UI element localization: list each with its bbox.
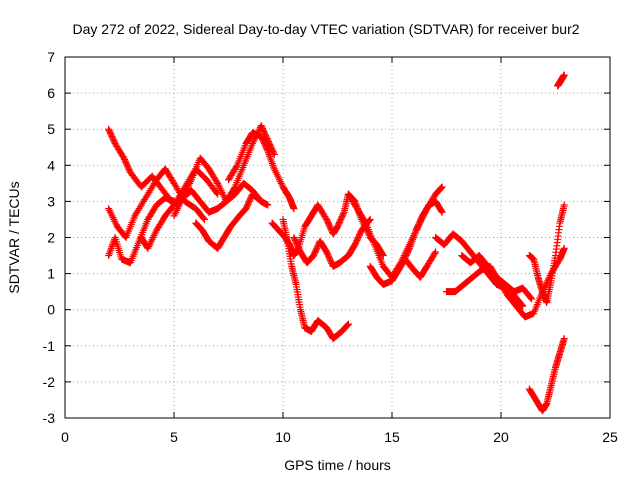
data-point — [560, 201, 568, 209]
satellite-track-5 — [170, 122, 278, 220]
data-points — [105, 71, 568, 415]
y-tick-label: 4 — [47, 157, 55, 173]
satellite-track-19 — [554, 71, 568, 90]
y-tick-label: 2 — [47, 230, 55, 246]
data-point — [437, 184, 445, 192]
y-tick-label: -2 — [43, 374, 56, 390]
x-tick-label: 0 — [61, 429, 69, 445]
data-point — [432, 248, 440, 256]
x-tick-label: 20 — [493, 429, 509, 445]
x-tick-label: 5 — [170, 429, 178, 445]
y-axis-label: SDTVAR / TECUs — [6, 181, 22, 293]
data-point — [437, 207, 445, 215]
x-tick-label: 25 — [602, 429, 618, 445]
satellite-track-18 — [525, 335, 568, 415]
data-point — [438, 183, 446, 191]
y-tick-label: 0 — [47, 302, 55, 318]
satellite-track-17 — [525, 201, 568, 306]
data-point — [560, 335, 568, 343]
data-point — [200, 214, 208, 222]
y-tick-label: 3 — [47, 193, 55, 209]
satellite-track-3 — [105, 194, 178, 267]
data-point — [405, 246, 413, 254]
data-point — [518, 301, 526, 309]
y-tick-label: -1 — [43, 338, 56, 354]
satellite-track-7 — [225, 129, 298, 213]
data-point — [366, 215, 374, 223]
data-point — [344, 320, 352, 328]
satellite-track-13 — [399, 197, 446, 267]
data-point — [263, 145, 271, 153]
chart-title: Day 272 of 2022, Sidereal Day-to-day VTE… — [72, 21, 579, 37]
data-point — [438, 208, 446, 216]
satellite-track-6 — [192, 190, 272, 252]
data-point — [264, 201, 272, 209]
data-point — [431, 249, 439, 257]
x-axis-label: GPS time / hours — [284, 457, 391, 473]
data-point — [344, 321, 352, 329]
y-tick-label: 5 — [47, 121, 55, 137]
x-tick-label: 15 — [384, 429, 400, 445]
data-point — [527, 294, 535, 302]
data-point — [339, 210, 347, 218]
data-point — [290, 205, 298, 213]
axis-ticks: 0 5 10 15 20 25 -3 -2 -1 0 1 2 3 4 5 6 7 — [43, 49, 618, 445]
data-point — [230, 184, 238, 192]
data-point — [201, 215, 209, 223]
satellite-track-9 — [279, 215, 352, 343]
y-tick-label: -3 — [43, 410, 56, 426]
y-tick-label: 1 — [47, 266, 55, 282]
grid — [65, 57, 610, 418]
data-point — [560, 71, 568, 79]
data-point — [361, 218, 369, 226]
data-point — [519, 302, 527, 310]
y-tick-label: 6 — [47, 85, 55, 101]
data-point — [560, 244, 568, 252]
data-point — [528, 295, 536, 303]
data-point — [343, 322, 351, 330]
y-tick-label: 7 — [47, 49, 55, 65]
data-point — [232, 163, 240, 171]
data-point — [437, 184, 445, 192]
x-tick-label: 10 — [275, 429, 291, 445]
satellite-track-10 — [290, 215, 374, 270]
satellite-track-16 — [458, 252, 536, 303]
